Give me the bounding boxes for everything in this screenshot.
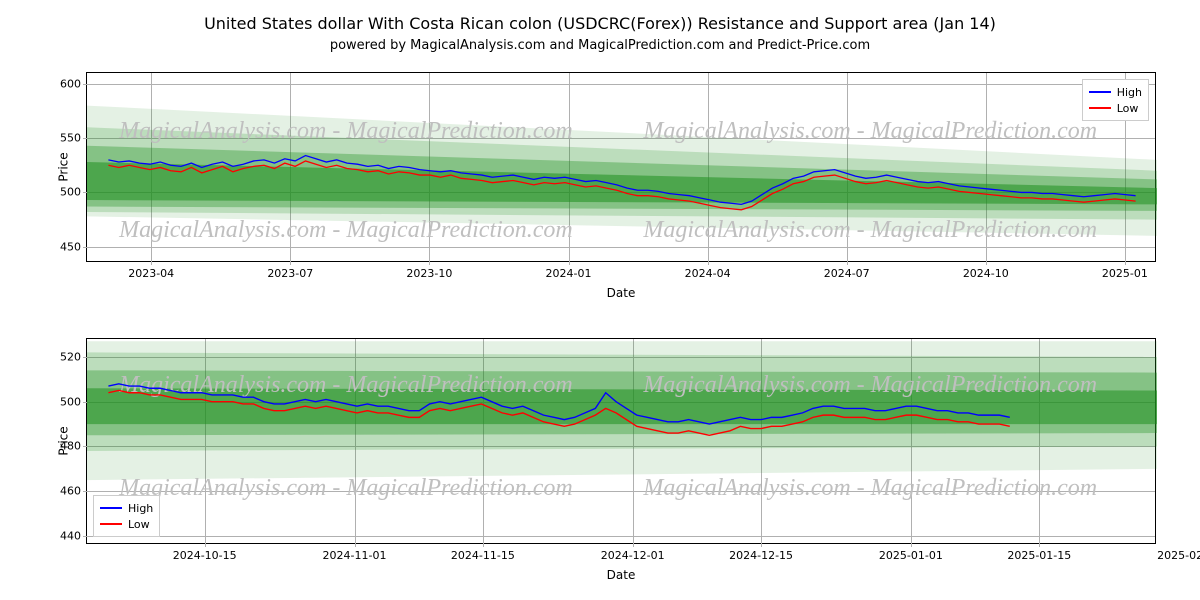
legend-row: Low <box>1089 100 1142 116</box>
ytick-label: 550 <box>60 132 81 145</box>
xtick-label: 2024-12-01 <box>601 549 665 562</box>
ytick-label: 600 <box>60 77 81 90</box>
xlabel-bottom: Date <box>86 568 1156 582</box>
ytick-label: 520 <box>60 350 81 363</box>
legend-row: High <box>1089 84 1142 100</box>
legend-swatch <box>100 523 122 525</box>
legend-label: Low <box>128 518 150 531</box>
price-series <box>87 339 1155 543</box>
chart-subtitle: powered by MagicalAnalysis.com and Magic… <box>0 38 1200 53</box>
xtick-label: 2024-10-15 <box>173 549 237 562</box>
price-series <box>87 73 1155 261</box>
legend-row: Low <box>100 516 153 532</box>
xtick-label: 2023-10 <box>406 267 452 280</box>
xtick-label: 2024-11-01 <box>323 549 387 562</box>
ytick-label: 480 <box>60 440 81 453</box>
legend-row: High <box>100 500 153 516</box>
ytick-label: 500 <box>60 395 81 408</box>
legend-label: High <box>1117 86 1142 99</box>
xtick-label: 2024-04 <box>685 267 731 280</box>
chart-panel-top: Price 4505005506002023-042023-072023-102… <box>86 72 1156 262</box>
ytick-label: 500 <box>60 186 81 199</box>
legend-swatch <box>1089 91 1111 93</box>
ytick-label: 460 <box>60 485 81 498</box>
xtick-label: 2023-04 <box>128 267 174 280</box>
xtick-label: 2025-01-15 <box>1007 549 1071 562</box>
xtick-label: 2025-01 <box>1102 267 1148 280</box>
xlabel-top: Date <box>86 286 1156 300</box>
xtick-label: 2024-11-15 <box>451 549 515 562</box>
xtick-label: 2024-01 <box>546 267 592 280</box>
ytick-label: 440 <box>60 530 81 543</box>
legend-swatch <box>1089 107 1111 109</box>
legend-swatch <box>100 507 122 509</box>
legend: High Low <box>93 495 160 537</box>
ylabel-top: Price <box>57 152 71 181</box>
legend-label: Low <box>1117 102 1139 115</box>
chart-title: United States dollar With Costa Rican co… <box>0 14 1200 33</box>
xtick-label: 2023-07 <box>267 267 313 280</box>
legend-label: High <box>128 502 153 515</box>
xtick-label: 2024-12-15 <box>729 549 793 562</box>
xtick-label: 2025-02-01 <box>1157 549 1200 562</box>
ytick-label: 450 <box>60 240 81 253</box>
xtick-label: 2025-01-01 <box>879 549 943 562</box>
xtick-label: 2024-10 <box>963 267 1009 280</box>
series-line-low <box>108 161 1135 210</box>
legend: High Low <box>1082 79 1149 121</box>
series-line-high <box>108 156 1135 205</box>
xtick-label: 2024-07 <box>824 267 870 280</box>
chart-panel-bottom: Price 4404604805005202024-10-152024-11-0… <box>86 338 1156 544</box>
